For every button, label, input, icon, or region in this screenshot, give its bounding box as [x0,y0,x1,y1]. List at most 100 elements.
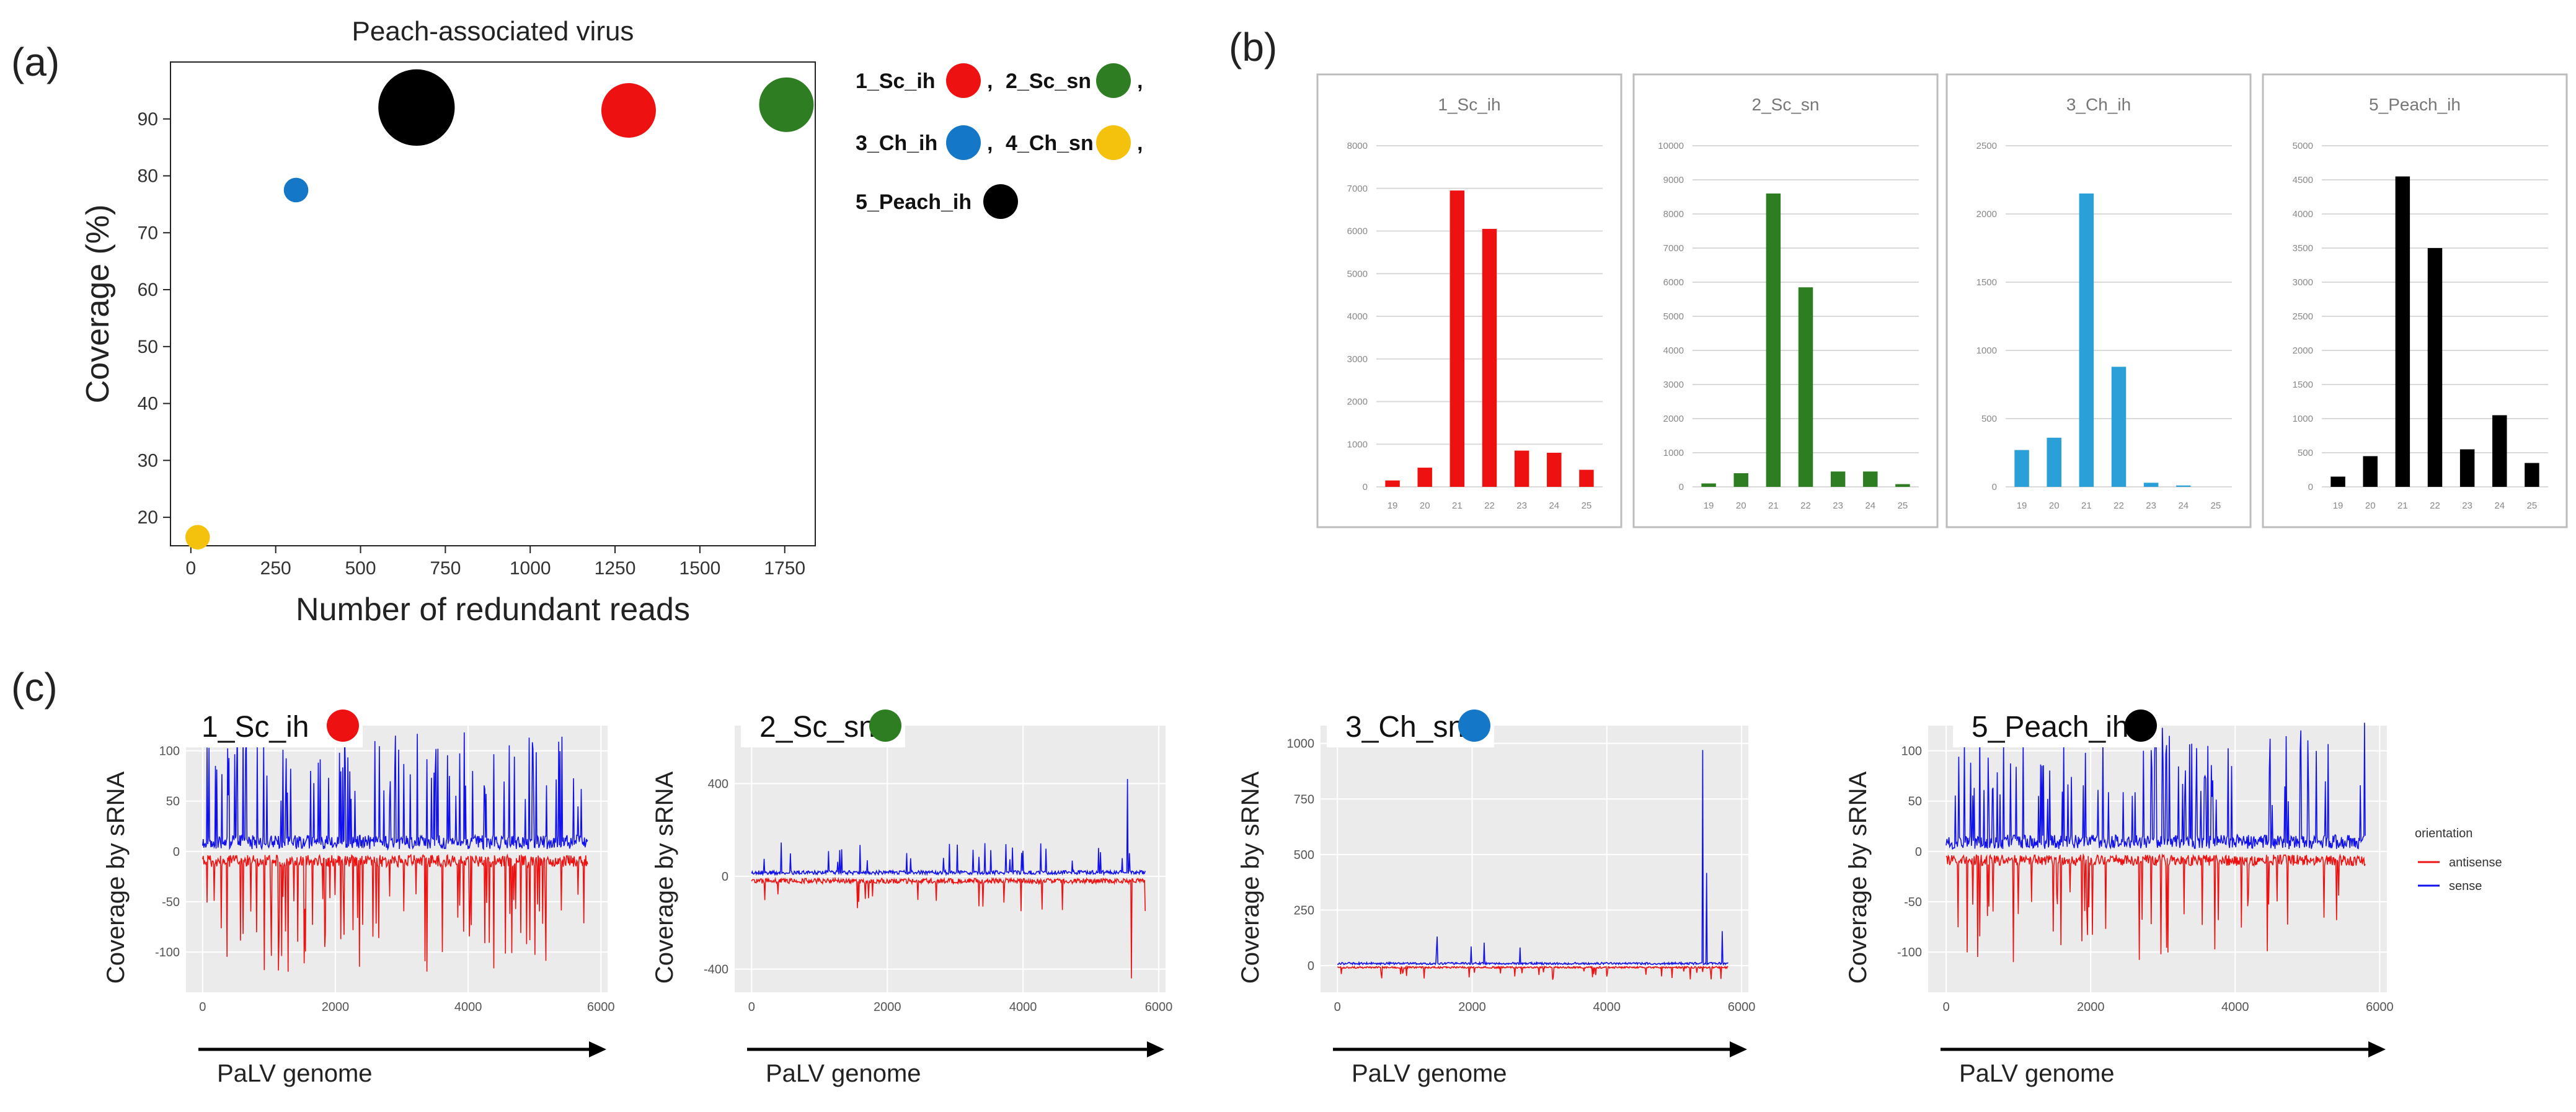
y-tick-label: 5000 [2293,141,2313,151]
x-tick-label: 22 [2113,500,2124,511]
y-tick-label: -50 [162,896,180,909]
genome-arrowhead [1730,1041,1747,1057]
antisense-trace [751,876,1146,979]
bar-23 [1514,450,1529,487]
legend-separator: , [987,69,993,93]
y-tick-label: 1000 [1976,345,1997,356]
bar-19 [2014,450,2029,487]
y-tick-label: 0 [1308,959,1314,973]
y-tick-label: 40 [138,394,158,414]
legend-dot [946,125,981,160]
bar-21 [1450,190,1465,487]
y-tick-label: 2000 [2293,345,2313,356]
bar-21 [2079,193,2094,487]
y-tick-label: 7000 [1347,184,1368,194]
bar-23 [2459,449,2475,487]
panel-label-a: (a) [11,40,60,84]
chart-frame [1945,73,2252,528]
bar-24 [2176,485,2191,487]
x-tick-label: 20 [1736,500,1746,511]
genome-arrowhead [1147,1041,1164,1057]
y-tick-label: 6000 [1347,226,1368,237]
genome-arrowhead [589,1041,606,1057]
bar-19 [1385,480,1400,487]
bar-24 [1547,453,1562,487]
bar-chart-1-sc-ih: 1_Sc_ih 0 1000 2000 3000 4000 5000 6000 7000 8000… [1316,73,1622,528]
x-tick-label: 19 [1388,500,1398,511]
bar-24 [2492,415,2507,487]
sample-dot [2125,709,2157,742]
bar-chart-title: 3_Ch_ih [2066,95,2131,114]
x-tick-label: 6000 [587,1000,615,1014]
x-tick-label: 22 [2430,500,2440,511]
y-tick-label: 2000 [1663,414,1684,424]
x-tick-label: 24 [1549,500,1559,511]
y-tick-label: 4000 [2293,209,2313,220]
x-tick-label: 500 [345,558,376,579]
x-tick-label: 24 [2178,500,2189,511]
bar-24 [1863,471,1878,487]
y-tick-label: 50 [166,795,180,809]
y-tick-label: 6000 [1663,277,1684,288]
y-tick-label: 500 [1981,414,1997,424]
legend-separator: , [1137,69,1143,93]
x-tick-label: 19 [2017,500,2027,511]
legend-dot [1096,125,1131,160]
x-tick-label: 4000 [2221,1000,2249,1014]
y-tick-label: 2000 [1347,397,1368,407]
y-tick-label: 80 [138,166,158,187]
bar-23 [2143,483,2159,487]
y-tick-label: 1500 [1976,277,1997,288]
y-tick-label: 0 [2308,482,2313,492]
x-tick-label: 22 [1800,500,1811,511]
y-tick-label: -100 [155,946,180,959]
y-tick-label: 5000 [1347,269,1368,279]
sense-trace [751,778,1146,876]
bar-19 [2330,476,2345,487]
legend-label: 3_Ch_ih [856,131,937,155]
x-tick-label: 25 [2211,500,2221,511]
scatter-chart: Peach-associated virus 0 250 500 750 1000 1250… [80,16,816,628]
x-tick-label: 20 [2365,500,2376,511]
y-tick-label: 0 [1679,482,1684,492]
x-tick-label: 21 [2081,500,2092,511]
x-tick-label: 4000 [1593,1000,1621,1014]
sample-dot [1458,709,1490,742]
x-tick-label: 750 [430,558,461,579]
genome-arrowhead [2368,1041,2386,1057]
x-tick-label: 2000 [1458,1000,1486,1014]
plot-panel [186,726,608,992]
y-tick-label: 500 [1294,848,1314,862]
sample-dot [869,709,901,742]
legend-label: 5_Peach_ih [856,190,972,214]
bar-20 [1733,473,1748,487]
antisense-trace [1945,853,2366,963]
y-tick-label: 2500 [2293,311,2313,322]
plot-frame [170,61,816,546]
x-tick-label: 21 [1768,500,1779,511]
y-tick-label: 0 [1992,482,1997,492]
sample-name: 2_Sc_sn [759,711,875,744]
x-tick-label: 22 [1484,500,1495,511]
sample-name: 5_Peach_ih [1972,711,2129,744]
y-tick-label: 750 [1294,793,1314,806]
x-tick-label: 25 [1898,500,1908,511]
bar-chart-title: 5_Peach_ih [2369,95,2461,114]
y-tick-label: 2000 [1976,209,1997,220]
bar-25 [1895,484,1910,487]
y-tick-label: 8000 [1347,141,1368,151]
plot-panel [1321,726,1748,992]
y-tick-label: 3500 [2293,243,2313,254]
bubble-2-sc-sn [759,77,814,132]
y-tick-label: 2500 [1976,141,1997,151]
bar-23 [1830,471,1846,487]
x-tick-label: 2000 [322,1000,350,1014]
y-tick-label: 0 [1915,845,1922,859]
y-axis-label: Coverage by sRNA [651,772,678,984]
bubble-5-peach-ih [378,69,455,146]
bar-chart-title: 2_Sc_sn [1752,95,1820,114]
legend-title: orientation [2415,827,2472,840]
legend-dot [1096,63,1131,98]
y-tick-label: 8000 [1663,209,1684,220]
